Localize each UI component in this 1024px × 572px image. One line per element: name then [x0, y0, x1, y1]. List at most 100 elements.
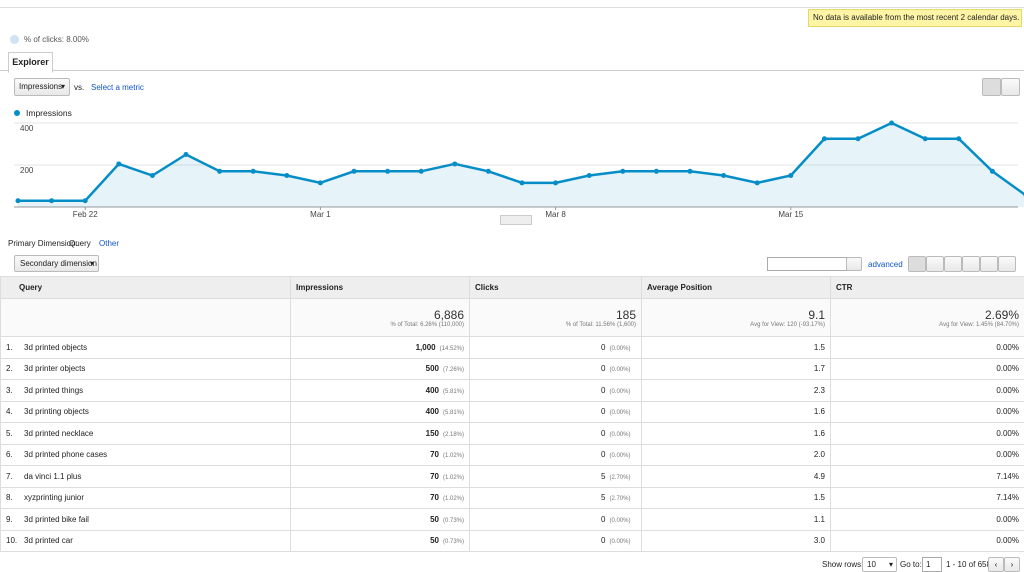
point [721, 173, 727, 178]
impressions-value: 400 [425, 407, 439, 417]
point [385, 168, 391, 174]
total-note: % of Total: 11.56% (1,600) [565, 321, 636, 328]
query-link[interactable]: da vinci 1.1 plus [24, 471, 82, 481]
query-link[interactable]: 3d printing objects [24, 407, 89, 417]
total-value: 9.1 [808, 307, 825, 322]
query-cell: 5. 3d printed necklace [0, 422, 291, 445]
clicks-pct: (0.00%) [609, 517, 631, 524]
impressions-value: 70 [430, 450, 439, 460]
impressions-pct: (1.02%) [442, 496, 464, 503]
point [620, 168, 626, 174]
ctr-cell: 0.00% [830, 529, 1024, 552]
ctr-cell: 0.00% [830, 400, 1024, 423]
impressions-value: 1,000 [415, 342, 436, 352]
ctr-cell: 0.00% [830, 357, 1024, 380]
chart: Impressions 200 400 Feb 22 Mar 1 Mar 8 Mar 15 [14, 108, 1024, 219]
point [149, 173, 155, 178]
impressions-value: 70 [430, 471, 439, 481]
view-button[interactable] [944, 256, 962, 272]
impressions-pct: (0.73%) [442, 517, 464, 524]
clicks-cell: 0 (0.00%) [469, 422, 642, 445]
view-button[interactable] [926, 256, 944, 272]
view-button[interactable] [998, 256, 1016, 272]
position-cell: 3.0 [641, 529, 831, 552]
next-page[interactable]: › [1004, 557, 1020, 572]
column-header: Impressions [290, 276, 470, 299]
position-cell: 1.1 [641, 508, 831, 531]
tab[interactable]: Explorer [8, 52, 53, 73]
advanced-link[interactable]: advanced [868, 260, 903, 269]
query-link[interactable]: 3d printed car [24, 536, 73, 546]
view-button[interactable] [980, 256, 998, 272]
rows-select[interactable]: 10 ▾ [862, 557, 897, 572]
clicks-cell: 0 (0.00%) [469, 379, 642, 402]
query-link[interactable]: 3d printed bike fail [24, 514, 89, 524]
clicks-pct: (0.00%) [609, 539, 631, 546]
metric-dropdown[interactable]: Impressions ▾ [14, 78, 70, 96]
view-button[interactable] [908, 256, 926, 272]
query-link[interactable]: xyzprinting junior [24, 493, 85, 503]
clicks-pct: (0.00%) [609, 367, 631, 374]
clicks-cell: 5 (2.70%) [469, 486, 642, 509]
point [116, 161, 122, 167]
top-bar [0, 0, 1024, 8]
pie-icon [10, 35, 19, 44]
query-link[interactable]: 3d printed necklace [24, 428, 94, 438]
search-input[interactable] [767, 257, 847, 271]
impressions-cell: 70 (1.02%) [290, 443, 470, 466]
line-chart-button[interactable] [982, 78, 1001, 96]
clicks-cell: 0 (0.00%) [469, 357, 642, 380]
totals-cell: 185% of Total: 11.56% (1,600) [469, 298, 642, 337]
impressions-value: 150 [425, 428, 439, 438]
impressions-cell: 50 (0.73%) [290, 529, 470, 552]
table-row: 8. xyzprinting junior 70 (1.02%) 5 (2.70%) 1.5… [0, 486, 1024, 509]
secondary-dimension-button[interactable]: Secondary dimension ▾ [14, 255, 99, 272]
table-row: 1. 3d printed objects 1,000 (14.52%) 0 (0.00%… [0, 336, 1024, 359]
column-header: Average Position [641, 276, 831, 299]
caret: ▾ [60, 82, 65, 91]
x-tick-label: Feb 22 [73, 210, 98, 219]
point [183, 152, 189, 157]
clicks-pct: (2.70%) [609, 474, 631, 481]
table-row: 10. 3d printed car 50 (0.73%) 0 (0.00%) 3.0 0.0… [0, 529, 1024, 552]
notice: No data is available from the most recen… [808, 9, 1022, 27]
ctr-cell: 0.00% [830, 443, 1024, 466]
table-row: 5. 3d printed necklace 150 (2.18%) 0 (0.00%) 1… [0, 422, 1024, 445]
resize-grip[interactable] [500, 215, 532, 225]
clicks-value: 0 [601, 342, 606, 352]
table-row: 9. 3d printed bike fail 50 (0.73%) 0 (0.00%) 1… [0, 508, 1024, 531]
impressions-value: 500 [425, 364, 439, 374]
position-cell: 2.3 [641, 379, 831, 402]
search-button[interactable] [846, 257, 862, 271]
clicks-value: 0 [601, 364, 606, 374]
impressions-value: 50 [430, 514, 439, 524]
impressions-cell: 400 (5.81%) [290, 379, 470, 402]
header-row: Query Impressions Clicks Average Position CT… [0, 276, 1024, 299]
other-dimension-link[interactable]: Other [99, 239, 120, 248]
point [788, 173, 794, 178]
query-link[interactable]: 3d printed things [24, 385, 84, 395]
query-cell: 2. 3d printer objects [0, 357, 291, 380]
position-cell: 1.6 [641, 422, 831, 445]
page-input[interactable]: 1 [922, 557, 942, 572]
impressions-cell: 70 (1.02%) [290, 465, 470, 488]
point [15, 198, 21, 204]
clicks-pct: (0.00%) [609, 431, 631, 438]
impressions-pct: (5.81%) [442, 410, 464, 417]
query-link[interactable]: 3d printer objects [24, 364, 86, 374]
prev-page[interactable]: ‹ [988, 557, 1004, 572]
ctr-cell: 0.00% [830, 508, 1024, 531]
clicks-value: 0 [601, 407, 606, 417]
select-metric-link[interactable]: Select a metric [91, 83, 144, 92]
caret: ▾ [888, 560, 893, 569]
impressions-pct: (7.26%) [442, 367, 464, 374]
view-button[interactable] [962, 256, 980, 272]
motion-chart-button[interactable] [1001, 78, 1020, 96]
view-buttons [908, 256, 1016, 272]
row-index: 4. [6, 407, 13, 417]
query-link[interactable]: 3d printed objects [24, 342, 88, 352]
clicks-value: 0 [601, 536, 606, 546]
query-link[interactable]: 3d printed phone cases [24, 450, 108, 460]
goto-label: Go to: [900, 560, 922, 569]
row-index: 1. [6, 342, 13, 352]
